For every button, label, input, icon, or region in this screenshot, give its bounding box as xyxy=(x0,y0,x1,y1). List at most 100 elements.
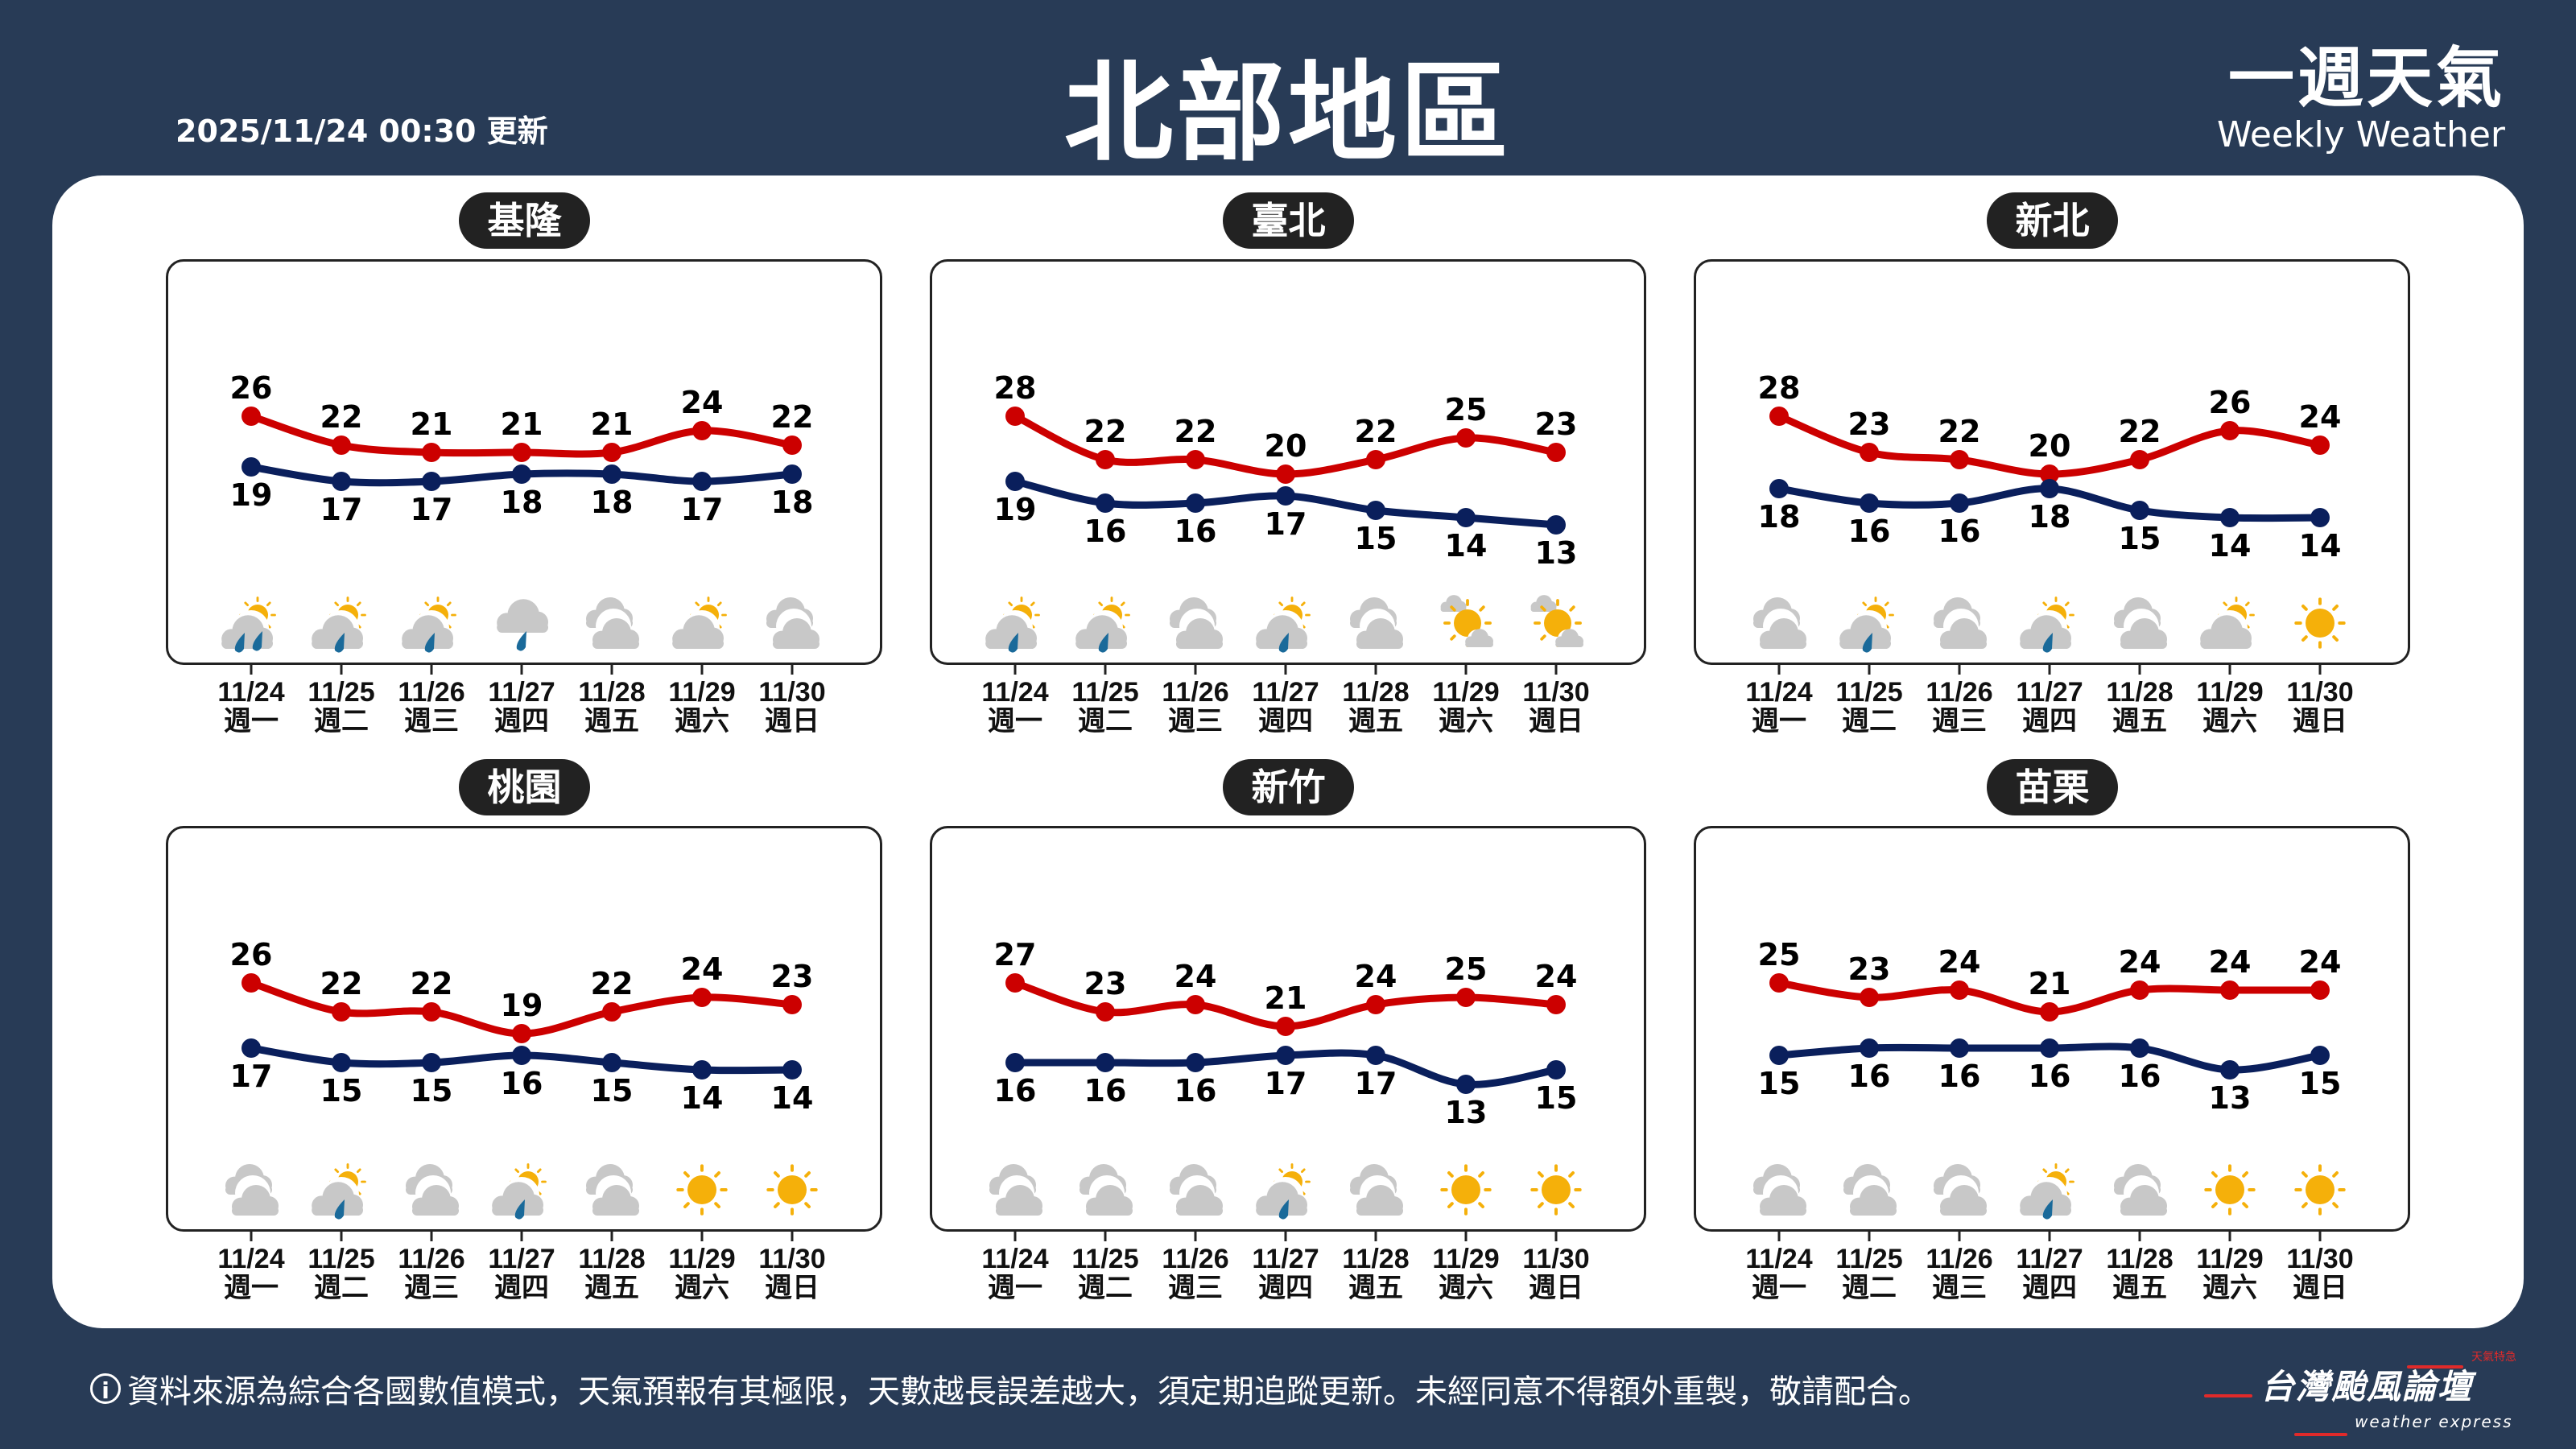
weekday: 週日 xyxy=(2293,706,2347,737)
low-temp-point xyxy=(1276,1046,1295,1065)
low-temp-point xyxy=(602,1053,621,1072)
cloudy-icon xyxy=(1934,1164,1987,1216)
low-temp-label: 13 xyxy=(1445,1095,1488,1130)
info-icon: i xyxy=(90,1373,121,1404)
high-temp-label: 22 xyxy=(1084,414,1127,449)
low-temp-label: 19 xyxy=(230,477,273,513)
high-temp-point xyxy=(2130,980,2149,1000)
high-temp-label: 26 xyxy=(230,370,273,406)
date: 11/24 xyxy=(1745,677,1813,708)
low-temp-point xyxy=(2040,479,2059,498)
date: 11/25 xyxy=(1071,1244,1139,1274)
high-temp-label: 22 xyxy=(771,399,814,435)
low-temp-point xyxy=(242,1038,261,1058)
high-temp-point xyxy=(1546,995,1566,1014)
date: 11/28 xyxy=(578,677,646,708)
date-axis: 11/24 週一 11/25 週二 11/26 週三 11/27 週四 11/28 週五 11/29… xyxy=(930,678,1646,750)
high-temp-label: 23 xyxy=(1535,407,1578,442)
date-label: 11/28 週五 xyxy=(2095,1245,2185,1302)
date-label: 11/30 週日 xyxy=(1511,1245,1601,1302)
high-temp-point xyxy=(1950,450,1969,469)
high-temp-label: 25 xyxy=(1445,952,1488,987)
date: 11/27 xyxy=(2016,1244,2083,1274)
low-temp-label: 16 xyxy=(2029,1059,2071,1094)
date: 11/29 xyxy=(668,1244,736,1274)
low-temp-point xyxy=(1096,493,1115,513)
sunny-icon xyxy=(2294,597,2346,649)
low-temp-label: 17 xyxy=(1265,506,1307,542)
low-temp-point xyxy=(2310,508,2330,527)
temperature-chart: 25 15 23 16 24 16 21 16 24 16 24 13 24 15 xyxy=(1753,937,2346,1241)
temperature-chart: 26 17 22 15 22 15 19 16 22 15 24 14 23 14 xyxy=(225,937,818,1241)
cloudy-icon xyxy=(1170,597,1223,649)
brand-subtitle: Weekly Weather xyxy=(2216,114,2505,155)
high-temp-point xyxy=(1276,464,1295,484)
city-panel: 臺北 28 19 22 16 22 16 20 17 22 15 25 14 23 13 11/24 週一 11/… xyxy=(930,192,1646,736)
high-temp-label: 24 xyxy=(1535,959,1578,994)
cloudy-icon xyxy=(1753,1164,1806,1216)
high-temp-point xyxy=(1769,407,1789,426)
date-axis: 11/24 週一 11/25 週二 11/26 週三 11/27 週四 11/28 週五 11/29… xyxy=(166,1245,882,1317)
date-label: 11/30 週日 xyxy=(747,1245,837,1302)
low-temp-label: 16 xyxy=(1174,1073,1217,1108)
high-temp-point xyxy=(422,1002,441,1022)
date: 11/30 xyxy=(2286,1244,2354,1274)
cloudy-icon xyxy=(1843,1164,1897,1216)
date-label: 11/27 週四 xyxy=(477,678,567,736)
date-label: 11/26 週三 xyxy=(1914,678,2004,736)
city-panel: 新北 28 18 23 16 22 16 20 18 22 15 26 14 24 14 11/24 週一 11/… xyxy=(1694,192,2410,736)
partly-cloudy-rain-icon xyxy=(492,1163,547,1220)
brand-title: 一週天氣 xyxy=(2227,40,2505,117)
high-temp-label: 24 xyxy=(1355,959,1397,994)
low-temp-label: 18 xyxy=(591,485,634,520)
cloudy-icon xyxy=(586,597,639,649)
date-label: 11/25 週二 xyxy=(296,1245,386,1302)
low-temp-point xyxy=(1186,493,1205,513)
date-label: 11/26 週三 xyxy=(386,678,477,736)
cloudy-icon xyxy=(1350,597,1403,649)
high-temp-label: 22 xyxy=(320,966,363,1001)
city-name: 苗栗 xyxy=(1987,759,2118,815)
date-label: 11/29 週六 xyxy=(2185,1245,2275,1302)
low-temp-label: 16 xyxy=(501,1066,543,1101)
high-temp-point xyxy=(1005,407,1025,426)
high-temp-point xyxy=(1096,1002,1115,1022)
weekday: 週三 xyxy=(1168,1273,1223,1303)
weekday: 週日 xyxy=(2293,1273,2347,1303)
weekday: 週二 xyxy=(314,706,369,737)
weekday: 週三 xyxy=(404,1273,459,1303)
low-temp-point xyxy=(1950,493,1969,513)
partly-cloudy-rain-icon xyxy=(312,1163,366,1220)
weekday: 週日 xyxy=(765,1273,819,1303)
high-temp-label: 22 xyxy=(1174,414,1217,449)
low-temp-label: 17 xyxy=(1265,1066,1307,1101)
high-temp-label: 21 xyxy=(591,407,634,442)
weekday: 週六 xyxy=(2202,1273,2257,1303)
weekday: 週日 xyxy=(765,706,819,737)
high-temp-point xyxy=(242,407,261,426)
weekday: 週六 xyxy=(675,706,729,737)
high-temp-label: 23 xyxy=(1084,966,1127,1001)
date-label: 11/24 週一 xyxy=(1734,678,1824,736)
high-temp-label: 24 xyxy=(1174,959,1217,994)
weekday: 週二 xyxy=(314,1273,369,1303)
high-temp-label: 20 xyxy=(2029,428,2071,464)
high-temp-label: 24 xyxy=(2299,944,2342,980)
weekday: 週五 xyxy=(584,1273,639,1303)
high-temp-label: 24 xyxy=(2119,944,2161,980)
date: 11/24 xyxy=(217,677,285,708)
weekday: 週五 xyxy=(2112,706,2167,737)
date: 11/28 xyxy=(2106,677,2174,708)
high-temp-label: 23 xyxy=(771,959,814,994)
date-label: 11/30 週日 xyxy=(2275,678,2365,736)
low-temp-point xyxy=(1366,501,1385,520)
weekday: 週四 xyxy=(2022,706,2077,737)
cloudy-icon xyxy=(225,1164,279,1216)
high-temp-label: 24 xyxy=(2299,399,2342,435)
high-temp-label: 21 xyxy=(501,407,543,442)
low-temp-point xyxy=(2220,1060,2240,1080)
sunny-icon xyxy=(1440,1164,1492,1216)
weekday: 週五 xyxy=(584,706,639,737)
high-temp-point xyxy=(1186,995,1205,1014)
date: 11/28 xyxy=(578,1244,646,1274)
